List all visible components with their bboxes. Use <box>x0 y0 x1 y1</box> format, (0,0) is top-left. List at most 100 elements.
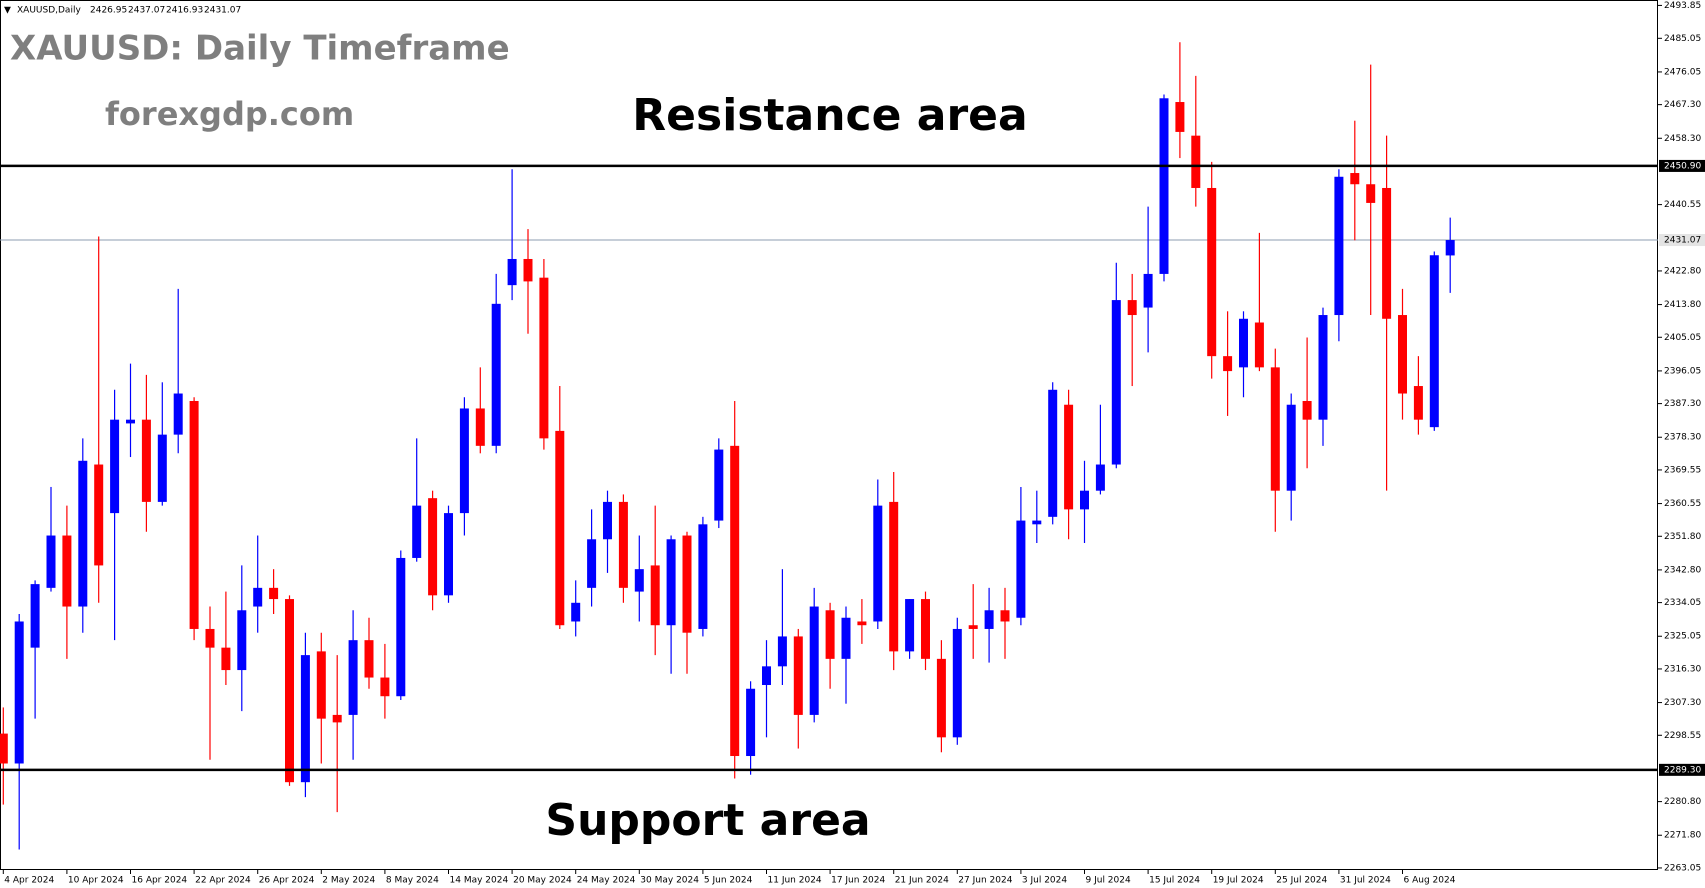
candle-body <box>78 460 88 607</box>
annotation: Support area <box>545 795 870 846</box>
candle-body <box>269 587 279 600</box>
candle-body <box>396 557 406 697</box>
x-tick-label: 22 Apr 2024 <box>195 876 251 886</box>
candle-body <box>380 677 390 697</box>
candle-body <box>984 610 994 629</box>
candle-body <box>571 602 581 622</box>
y-tick-label: 2440.55 <box>1664 200 1701 210</box>
y-tick-label: 2325.05 <box>1664 632 1701 642</box>
candle-body <box>889 501 899 652</box>
candle-body <box>809 606 819 715</box>
candle-body <box>1048 389 1058 517</box>
candle-body <box>952 628 962 738</box>
price-label: 2431.07 <box>1664 236 1701 246</box>
level-label: 2450.90 <box>1664 161 1701 171</box>
candle-body <box>698 524 708 629</box>
x-tick-label: 31 Jul 2024 <box>1340 876 1391 886</box>
candle-body <box>714 449 724 521</box>
candle-body <box>587 539 597 588</box>
plot-frame <box>0 0 1658 870</box>
header-arrow: ▼ <box>4 6 11 16</box>
candle-body <box>1350 173 1360 185</box>
candle-body <box>523 258 533 282</box>
candle-body <box>921 599 930 659</box>
candle-body <box>94 464 104 566</box>
candle-body <box>936 658 946 738</box>
candle-body <box>316 651 326 719</box>
candle-body <box>332 714 342 723</box>
x-tick-label: 26 Apr 2024 <box>259 876 315 886</box>
y-tick-label: 2263.05 <box>1664 863 1701 873</box>
y-tick-label: 2422.80 <box>1664 266 1701 276</box>
y-tick-label: 2307.30 <box>1664 698 1701 708</box>
candle-body <box>285 599 294 783</box>
candle-body <box>793 636 803 715</box>
candle-body <box>237 610 247 671</box>
y-tick-label: 2342.80 <box>1664 565 1701 575</box>
candle-body <box>205 628 215 648</box>
candle-body <box>1064 404 1074 510</box>
candle-body <box>968 625 978 629</box>
x-tick-label: 19 Jul 2024 <box>1213 876 1264 886</box>
candle-body <box>841 617 851 659</box>
candle-body <box>300 655 310 783</box>
y-tick-label: 2493.85 <box>1664 1 1701 11</box>
candle-body <box>126 419 135 424</box>
candle-body <box>62 535 72 607</box>
y-tick-label: 2316.30 <box>1664 664 1701 674</box>
y-tick-label: 2369.55 <box>1664 465 1701 475</box>
symbol: XAUUSD,Daily <box>17 6 81 16</box>
level-label: 2289.30 <box>1664 765 1701 775</box>
y-tick-label: 2396.05 <box>1664 366 1701 376</box>
candle-body <box>14 621 24 764</box>
level-label-box <box>1659 159 1705 172</box>
candle-body <box>444 513 453 596</box>
x-tick-label: 2 May 2024 <box>322 876 375 886</box>
x-tick-label: 5 Jun 2024 <box>704 876 753 886</box>
x-tick-label: 24 May 2024 <box>577 876 636 886</box>
candle-body <box>618 501 628 588</box>
candle-body <box>1286 404 1296 491</box>
candle-body <box>777 636 787 667</box>
chart-title: XAUUSD: Daily Timeframe <box>10 29 510 69</box>
candle-body <box>1143 273 1153 308</box>
candle-body <box>730 445 740 757</box>
candle-body <box>1032 520 1042 525</box>
candle-body <box>1382 187 1392 319</box>
candle-body <box>0 733 8 764</box>
header-open: 2426.95 <box>90 6 127 16</box>
y-tick-label: 2467.30 <box>1664 100 1701 110</box>
candle-body <box>857 621 867 626</box>
x-tick-label: 17 Jun 2024 <box>831 876 885 886</box>
x-tick-label: 6 Aug 2024 <box>1404 876 1456 886</box>
x-tick-label: 10 Apr 2024 <box>68 876 124 886</box>
candle-body <box>1366 184 1376 203</box>
candle-body <box>746 688 756 757</box>
annotation: Resistance area <box>632 90 1027 141</box>
candle-body <box>189 400 199 629</box>
x-tick-label: 25 Jul 2024 <box>1276 876 1327 886</box>
candle-body <box>1111 300 1121 465</box>
candle-body <box>762 666 771 686</box>
candle-body <box>1016 520 1026 618</box>
candle-body <box>507 258 517 286</box>
candle-body <box>1445 240 1455 256</box>
candle-body <box>682 535 692 633</box>
y-tick-label: 2458.30 <box>1664 134 1701 144</box>
candle-body <box>1270 367 1280 491</box>
x-tick-label: 14 May 2024 <box>450 876 509 886</box>
candle-body <box>253 587 263 607</box>
y-tick-label: 2413.80 <box>1664 300 1701 310</box>
candle-body <box>1398 315 1407 394</box>
candle-body <box>348 640 358 715</box>
price-label-box <box>1659 234 1705 247</box>
x-tick-label: 21 Jun 2024 <box>895 876 949 886</box>
candle-body <box>1127 300 1137 316</box>
candle-body <box>475 408 485 446</box>
candle-body <box>110 419 120 514</box>
candle-body <box>1095 464 1105 491</box>
candle-body <box>666 539 676 626</box>
candle-body <box>603 501 612 540</box>
x-tick-label: 27 Jun 2024 <box>958 876 1012 886</box>
